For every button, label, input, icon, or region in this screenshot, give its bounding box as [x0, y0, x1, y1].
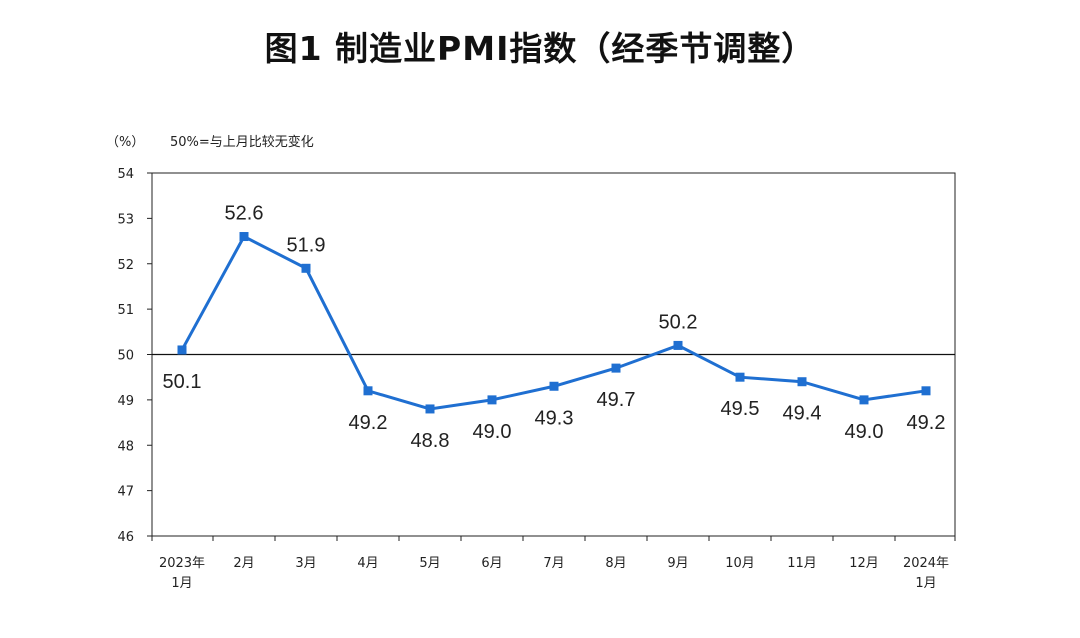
- x-tick-label: 5月: [419, 556, 440, 571]
- x-tick-label: 6月: [481, 556, 502, 571]
- data-label: 49.2: [907, 412, 946, 434]
- y-axis: 46 47 48 49 50 51 52 53 54: [117, 167, 152, 545]
- data-label: 49.2: [349, 412, 388, 434]
- x-tick-label: 2023年: [159, 556, 205, 571]
- x-tick-label: 4月: [357, 556, 378, 571]
- x-tick-label: 2月: [233, 556, 254, 571]
- data-point: [301, 263, 311, 273]
- data-label: 49.5: [721, 398, 760, 420]
- data-point: [177, 345, 187, 355]
- series-markers: [177, 232, 931, 414]
- data-point: [549, 381, 559, 391]
- data-point: [921, 386, 931, 396]
- data-point: [797, 377, 807, 387]
- data-point: [611, 363, 621, 373]
- chart-title: 图1 制造业PMI指数（经季节调整）: [264, 29, 816, 68]
- data-label: 51.9: [287, 234, 326, 256]
- data-labels: 50.1 52.6 51.9 49.2 48.8 49.0 49.3 49.7 50.2 49.5…: [163, 203, 946, 452]
- data-point: [859, 395, 869, 405]
- y-tick-label: 46: [117, 530, 134, 545]
- reference-note: 50%=与上月比较无变化: [170, 134, 314, 150]
- x-tick-label: 2024年: [903, 556, 949, 571]
- y-tick-label: 49: [117, 394, 134, 409]
- y-tick-label: 54: [117, 167, 134, 182]
- x-tick-label: 12月: [849, 556, 879, 571]
- data-point: [425, 404, 435, 414]
- x-tick-label: 3月: [295, 556, 316, 571]
- data-label: 49.7: [597, 389, 636, 411]
- data-point: [239, 232, 249, 242]
- x-tick-label: 10月: [725, 556, 755, 571]
- data-label: 48.8: [411, 430, 450, 452]
- data-label: 50.1: [163, 371, 202, 393]
- data-label: 52.6: [225, 203, 264, 225]
- data-label: 50.2: [659, 311, 698, 333]
- data-label: 49.3: [535, 407, 574, 429]
- data-label: 49.0: [473, 421, 512, 443]
- y-tick-label: 50: [117, 349, 134, 364]
- y-tick-label: 47: [117, 485, 134, 500]
- y-tick-label: 52: [117, 258, 134, 273]
- y-tick-label: 48: [117, 439, 134, 454]
- x-tick-label: 11月: [787, 556, 817, 571]
- x-tick-label: 1月: [171, 576, 192, 591]
- x-axis: 2023年 1月 2月 3月 4月 5月 6月 7月 8月 9月 10月 11月 12月 2024年 1月: [151, 536, 956, 591]
- x-tick-label: 1月: [915, 576, 936, 591]
- data-point: [363, 386, 373, 396]
- data-label: 49.4: [783, 403, 822, 425]
- x-tick-label: 9月: [667, 556, 688, 571]
- data-point: [735, 372, 745, 382]
- x-tick-label: 8月: [605, 556, 626, 571]
- y-tick-label: 51: [117, 303, 134, 318]
- y-tick-label: 53: [117, 212, 134, 227]
- y-axis-unit: （%）: [106, 135, 144, 150]
- x-tick-label: 7月: [543, 556, 564, 571]
- data-label: 49.0: [845, 421, 884, 443]
- data-point: [487, 395, 497, 405]
- data-point: [673, 340, 683, 350]
